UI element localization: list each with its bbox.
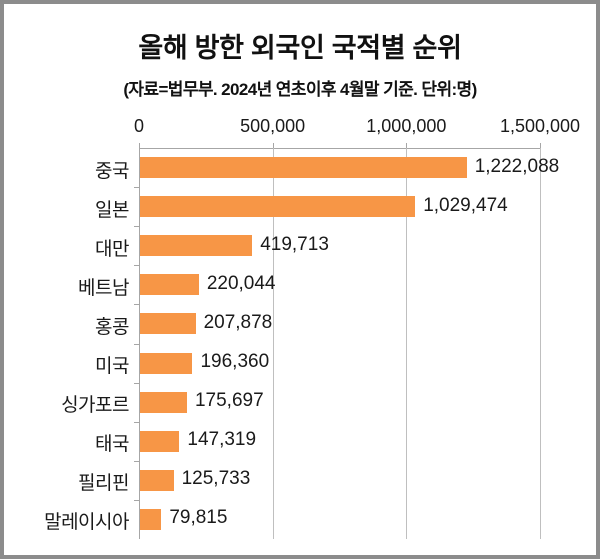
y-axis-tick <box>134 187 139 189</box>
category-label: 중국 <box>95 160 129 182</box>
bar[interactable] <box>140 391 187 413</box>
chart-card: 올해 방한 외국인 국적별 순위 (자료=법무부. 2024년 연초이후 4월말… <box>4 4 596 555</box>
value-label: 419,713 <box>260 233 329 255</box>
y-axis-tick <box>134 421 139 423</box>
category-label: 대만 <box>95 238 129 260</box>
plot-area: 0 500,000 1,000,000 1,500,000 중국 1,222,088 일본… <box>44 116 580 539</box>
category-label: 태국 <box>95 434 129 456</box>
bar[interactable] <box>140 508 162 530</box>
y-axis-line <box>139 148 140 539</box>
y-axis-tick <box>134 460 139 462</box>
value-label: 125,733 <box>181 468 251 490</box>
y-axis-tick <box>134 226 139 228</box>
x-axis-tick <box>139 143 140 148</box>
x-axis-tick <box>272 143 274 148</box>
value-label: 220,044 <box>206 272 276 294</box>
y-axis-tick <box>134 499 139 501</box>
y-axis-tick <box>134 265 139 267</box>
value-label: 79,815 <box>169 507 228 529</box>
value-label: 207,878 <box>203 311 273 333</box>
bar[interactable] <box>140 157 467 179</box>
value-label: 196,360 <box>200 351 270 373</box>
x-axis-tick-label: 1,500,000 <box>499 116 581 136</box>
y-axis-tick <box>134 343 139 345</box>
bar[interactable] <box>140 352 193 374</box>
y-axis-tick <box>134 382 139 384</box>
value-label: 1,222,088 <box>474 155 560 177</box>
category-label: 일본 <box>95 199 129 221</box>
x-axis-tick-label: 1,000,000 <box>366 116 447 136</box>
category-label: 미국 <box>95 356 129 378</box>
x-axis-tick-label: 0 <box>133 116 144 136</box>
bar[interactable] <box>140 430 180 452</box>
bar[interactable] <box>140 469 174 491</box>
x-axis-tick-label: 500,000 <box>240 116 306 136</box>
value-label: 147,319 <box>187 429 257 451</box>
chart-subtitle: (자료=법무부. 2024년 연초이후 4월말 기준. 단위:명) <box>123 80 477 99</box>
category-label: 홍콩 <box>95 316 129 338</box>
category-label: 싱가포르 <box>61 395 129 417</box>
category-label: 베트남 <box>78 277 129 299</box>
gridline <box>540 148 541 539</box>
value-label: 1,029,474 <box>423 194 508 216</box>
value-label: 175,697 <box>194 390 264 412</box>
x-axis-line <box>139 148 540 149</box>
x-axis-tick <box>406 143 408 148</box>
category-label: 필리핀 <box>78 473 129 495</box>
gridline <box>272 148 274 539</box>
gridline <box>406 148 408 539</box>
bar[interactable] <box>140 196 416 218</box>
chart-title: 올해 방한 외국인 국적별 순위 <box>138 33 462 63</box>
category-label: 말레이시아 <box>44 512 129 534</box>
bar[interactable] <box>140 274 199 296</box>
x-axis-tick <box>540 143 541 148</box>
bar[interactable] <box>140 313 196 335</box>
y-axis-tick <box>134 304 139 306</box>
bar[interactable] <box>140 235 253 257</box>
